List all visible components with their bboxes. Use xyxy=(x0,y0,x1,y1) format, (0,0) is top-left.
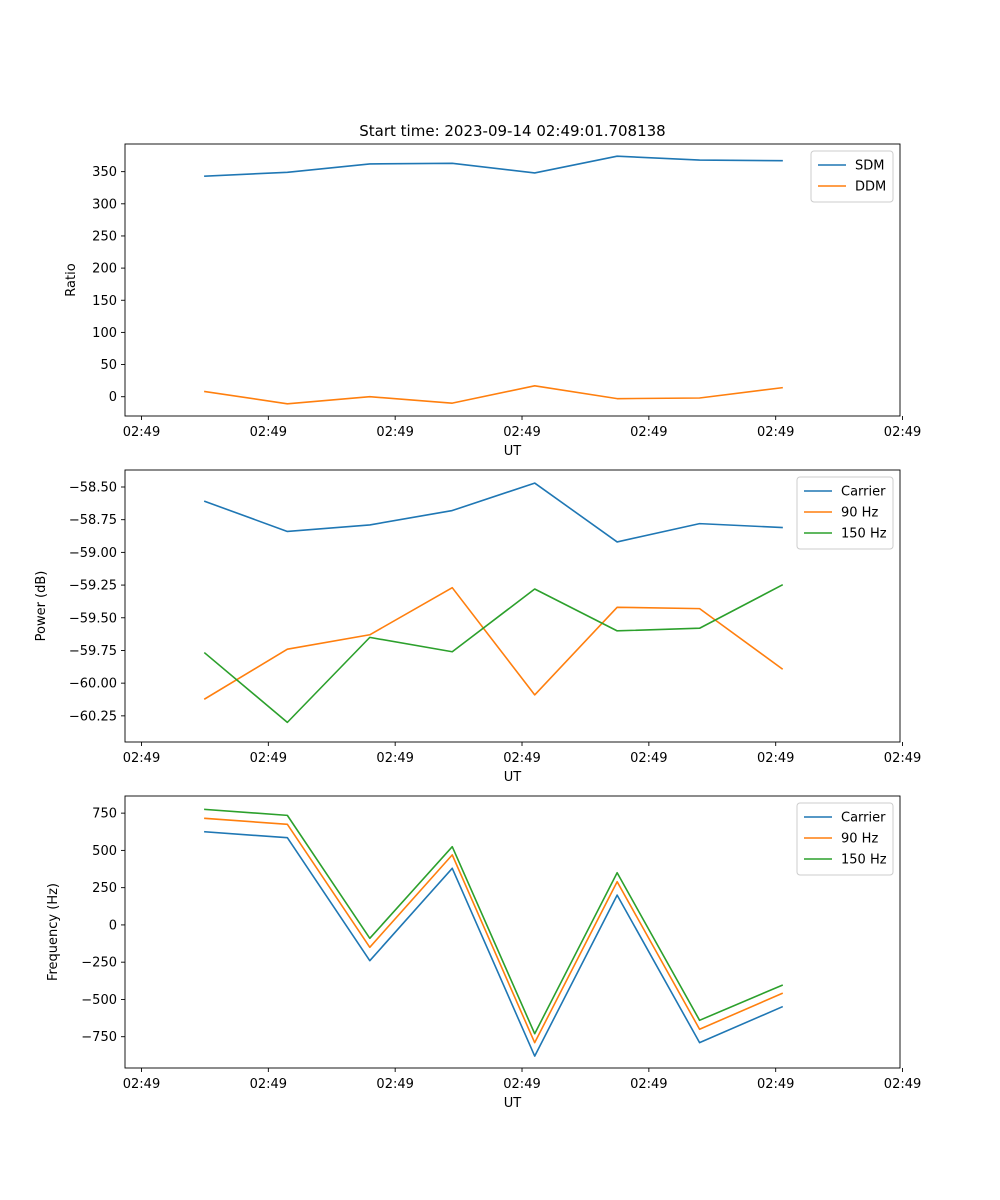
y-tick-label: 0 xyxy=(109,390,117,405)
legend: SDM DDM xyxy=(810,150,894,203)
y-tick-label: 100 xyxy=(92,326,117,341)
legend-label: 90 Hz xyxy=(841,506,878,521)
x-axis-label: UT xyxy=(504,770,522,785)
y-tick-label: −59.00 xyxy=(69,546,117,561)
x-tick-label: 02:49 xyxy=(630,425,667,440)
x-tick-label: 02:49 xyxy=(250,1077,287,1092)
y-tick-label: −59.75 xyxy=(69,644,117,659)
axes-frame xyxy=(124,795,901,1069)
y-tick-label: 300 xyxy=(92,197,117,212)
series-line-sdm xyxy=(204,155,783,177)
x-tick-label: 02:49 xyxy=(250,425,287,440)
x-tick-label: 02:49 xyxy=(503,425,540,440)
x-tick-label: 02:49 xyxy=(376,751,413,766)
x-tick-label: 02:49 xyxy=(123,1077,160,1092)
y-axis-label: Power (dB) xyxy=(34,571,49,642)
legend-label: 90 Hz xyxy=(841,832,878,847)
x-tick-label: 02:49 xyxy=(376,425,413,440)
axes-frame xyxy=(124,143,901,417)
y-axis-label: Frequency (Hz) xyxy=(46,883,61,981)
x-tick-label: 02:49 xyxy=(757,751,794,766)
y-tick-label: 150 xyxy=(92,294,117,309)
y-tick-label: −750 xyxy=(81,1030,117,1045)
x-tick-label: 02:49 xyxy=(250,751,287,766)
x-tick-label: 02:49 xyxy=(630,751,667,766)
legend-label: 150 Hz xyxy=(841,527,887,542)
x-axis-label: UT xyxy=(504,1096,522,1111)
legend-box xyxy=(810,150,894,203)
x-tick-label: 02:49 xyxy=(123,425,160,440)
axes-frame xyxy=(124,469,901,743)
chart-panel-2: 02:4902:4902:4902:4902:4902:4902:4902:50… xyxy=(34,469,921,785)
x-tick-label: 02:49 xyxy=(503,1077,540,1092)
y-tick-label: −58.50 xyxy=(69,481,117,496)
series-line-90-hz xyxy=(204,817,784,1044)
series-line-150-hz xyxy=(204,808,784,1035)
y-tick-label: 250 xyxy=(92,881,117,896)
y-tick-label: 50 xyxy=(100,358,117,373)
x-tick-label: 02:49 xyxy=(503,751,540,766)
series-line-90-hz xyxy=(203,586,784,700)
x-tick-label: 02:49 xyxy=(884,1077,921,1092)
legend-box xyxy=(796,802,894,876)
x-tick-label: 02:49 xyxy=(757,1077,794,1092)
series-line-150-hz xyxy=(203,584,784,724)
legend-label: Carrier xyxy=(841,485,886,500)
y-tick-label: 750 xyxy=(92,807,117,822)
y-tick-label: −58.75 xyxy=(69,513,117,528)
y-axis-label: Ratio xyxy=(64,263,79,296)
y-tick-label: −59.25 xyxy=(69,579,117,594)
x-tick-label: 02:49 xyxy=(376,1077,413,1092)
y-tick-label: −500 xyxy=(81,993,117,1008)
x-tick-label: 02:49 xyxy=(884,751,921,766)
chart-title: Start time: 2023-09-14 02:49:01.708138 xyxy=(359,122,665,140)
chart-panel-3: 02:4902:4902:4902:4902:4902:4902:4902:50… xyxy=(46,795,921,1111)
legend: Carrier 90 Hz 150 Hz xyxy=(796,476,894,550)
y-tick-label: −250 xyxy=(81,956,117,971)
y-tick-label: 0 xyxy=(109,918,117,933)
y-tick-label: 200 xyxy=(92,262,117,277)
series-line-carrier xyxy=(203,482,783,543)
legend-label: DDM xyxy=(855,180,886,195)
y-tick-label: −59.50 xyxy=(69,611,117,626)
series-line-ddm xyxy=(204,384,783,405)
series-line-carrier xyxy=(204,830,784,1057)
x-tick-label: 02:49 xyxy=(630,1077,667,1092)
legend-box xyxy=(796,476,894,550)
y-tick-label: 250 xyxy=(92,229,117,244)
x-tick-label: 02:49 xyxy=(757,425,794,440)
x-tick-label: 02:49 xyxy=(123,751,160,766)
legend: Carrier 90 Hz 150 Hz xyxy=(796,802,894,876)
x-tick-label: 02:49 xyxy=(884,425,921,440)
y-tick-label: −60.25 xyxy=(69,709,117,724)
legend-label: 150 Hz xyxy=(841,853,887,868)
x-axis-label: UT xyxy=(504,444,522,459)
chart-panel-1: 02:4902:4902:4902:4902:4902:4902:4902:50… xyxy=(64,122,921,459)
y-tick-label: 350 xyxy=(92,165,117,180)
y-tick-label: 500 xyxy=(92,844,117,859)
legend-label: SDM xyxy=(855,159,884,174)
y-tick-label: −60.00 xyxy=(69,677,117,692)
legend-label: Carrier xyxy=(841,811,886,826)
